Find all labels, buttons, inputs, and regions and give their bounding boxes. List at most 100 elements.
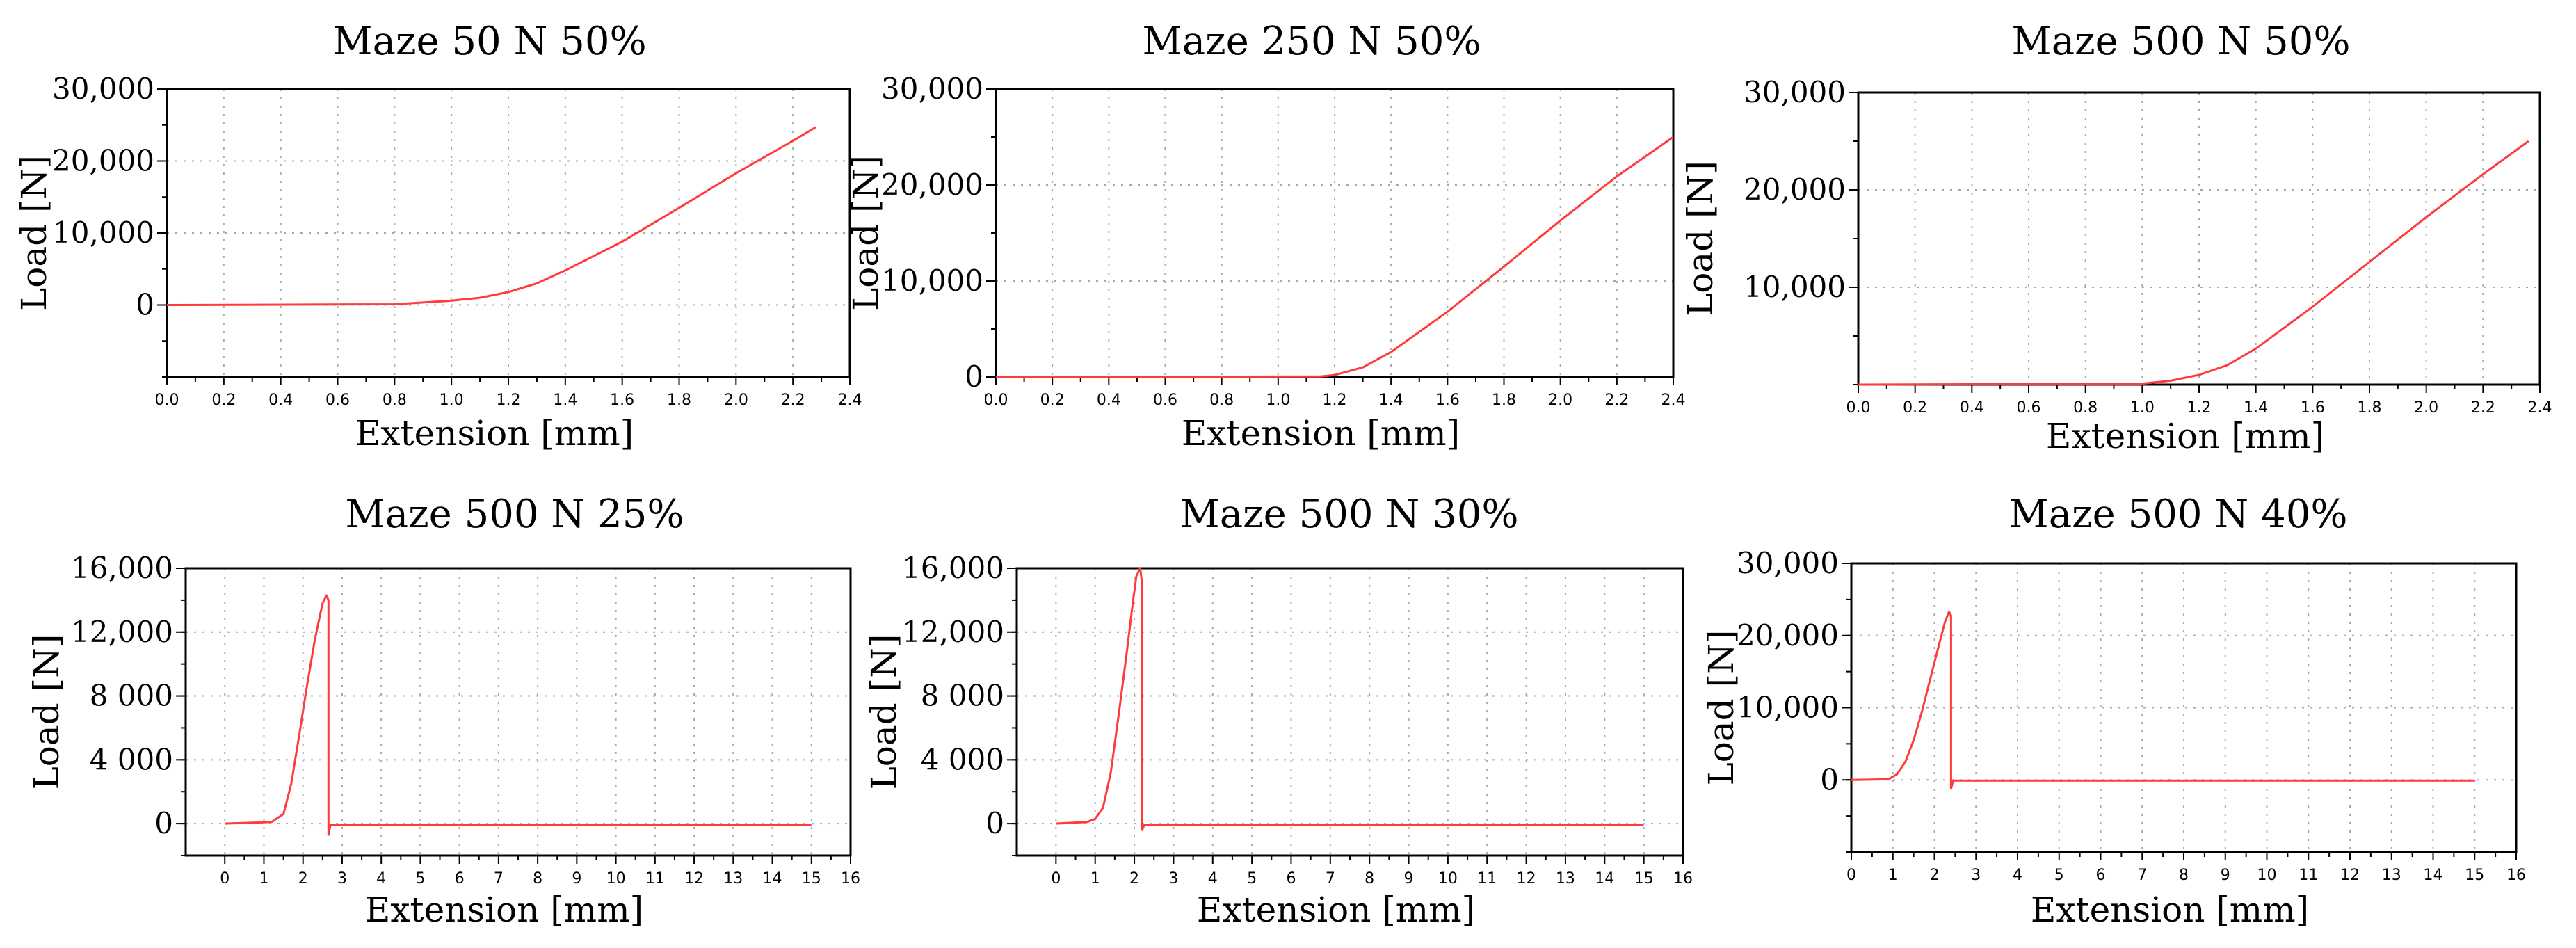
x-tick-label: 13 [1556, 870, 1575, 887]
x-tick-label: 2.2 [2471, 399, 2495, 417]
y-tick-label: 10,000 [52, 216, 154, 250]
y-tick-label: 30,000 [881, 72, 983, 106]
x-tick-label: 0.4 [1960, 399, 1984, 417]
x-tick-label: 5 [2054, 867, 2064, 884]
x-tick-label: 0.8 [2073, 399, 2098, 417]
x-tick-label: 5 [1247, 870, 1257, 887]
x-tick-label: 0 [220, 870, 230, 887]
y-tick-label: 10,000 [1737, 691, 1839, 725]
x-tick-label: 13 [2382, 867, 2401, 884]
y-tick-label: 4 000 [90, 742, 173, 776]
x-tick-label: 0.2 [211, 392, 236, 409]
x-tick-label: 0.2 [1040, 392, 1065, 409]
x-tick-label: 2.2 [1604, 392, 1629, 409]
y-axis-label: Load [N] [1701, 630, 1741, 786]
y-tick-label: 16,000 [71, 551, 173, 585]
x-tick-label: 1.6 [610, 392, 634, 409]
x-tick-label: 14 [763, 870, 782, 887]
chart-panel-2: Maze 250 N 50% 0.0 0.2 0.4 0.6 0.8 1.0 1.2 1.4 1.… [846, 19, 1686, 453]
x-tick-label: 12 [1517, 870, 1536, 887]
x-tick-label: 2.0 [1548, 392, 1572, 409]
x-tick-label: 1.0 [440, 392, 464, 409]
x-axis-label: Extension [mm] [355, 413, 634, 453]
x-tick-label: 0.0 [1846, 399, 1871, 417]
x-tick-label: 11 [1477, 870, 1497, 887]
x-tick-label: 2.4 [1661, 392, 1686, 409]
x-tick-label: 2 [1930, 867, 1940, 884]
x-tick-label: 6 [455, 870, 465, 887]
x-tick-label: 2.0 [2414, 399, 2438, 417]
x-tick-label: 11 [2299, 867, 2318, 884]
chart-panel-3: Maze 500 N 50% 0.0 0.2 0.4 0.6 0.8 1.0 1.2 1.4 1.… [1680, 19, 2552, 456]
series-line-1 [1056, 567, 1644, 831]
x-axis-label: Extension [mm] [1182, 413, 1460, 453]
y-tick-label: 20,000 [52, 144, 154, 178]
y-tick-label: 10,000 [1744, 270, 1846, 304]
x-tick-label: 0.2 [1903, 399, 1927, 417]
x-tick-label: 0.0 [984, 392, 1008, 409]
y-axis-label: Load [N] [1680, 161, 1721, 316]
y-axis-label: Load [N] [864, 634, 904, 790]
x-tick-label: 4 [1208, 870, 1218, 887]
x-tick-label: 15 [802, 870, 821, 887]
y-tick-label: 0 [154, 806, 173, 840]
y-tick-label: 20,000 [1744, 172, 1846, 207]
x-tick-label: 1.2 [1323, 392, 1347, 409]
chart-panel-1: Maze 50 N 50% 0.0 0.2 0.4 0.6 0.8 1.0 1.2 1.4 1.6… [14, 19, 862, 453]
y-tick-label: 20,000 [881, 168, 983, 202]
x-tick-label: 7 [494, 870, 504, 887]
x-tick-label: 0.6 [2017, 399, 2041, 417]
x-tick-label: 16 [841, 870, 860, 887]
x-tick-label: 0.4 [1097, 392, 1121, 409]
y-tick-label: 12,000 [71, 615, 173, 649]
x-tick-label: 9 [2221, 867, 2230, 884]
x-tick-label: 1 [259, 870, 268, 887]
x-tick-label: 7 [1326, 870, 1335, 887]
x-tick-label: 12 [2340, 867, 2360, 884]
x-tick-label: 0.4 [268, 392, 293, 409]
x-tick-label: 16 [2506, 867, 2526, 884]
x-tick-label: 15 [2465, 867, 2484, 884]
x-tick-label: 12 [684, 870, 704, 887]
x-tick-label: 3 [337, 870, 347, 887]
y-tick-label: 0 [136, 288, 154, 322]
x-tick-label: 1.2 [497, 392, 521, 409]
y-tick-label: 0 [985, 806, 1004, 840]
chart-panel-6: Maze 500 N 40%0 1 2 3 4 5 6 7 8 9 10 11 12 13 14 15 1601… [1701, 492, 2526, 930]
series-line-1 [225, 594, 812, 836]
x-tick-label: 0 [1051, 870, 1061, 887]
x-tick-label: 6 [2096, 867, 2106, 884]
x-tick-label: 0.6 [1153, 392, 1177, 409]
x-tick-label: 2.0 [724, 392, 748, 409]
x-tick-label: 8 [2179, 867, 2189, 884]
y-tick-label: 30,000 [1737, 546, 1839, 580]
x-axis-label: Extension [mm] [365, 890, 643, 930]
x-tick-label: 10 [1438, 870, 1458, 887]
x-tick-label: 4 [376, 870, 386, 887]
x-axis-label: Extension [mm] [2046, 416, 2324, 456]
chart-title: Maze 500 N 30% [1180, 492, 1518, 537]
chart-title: Maze 500 N 50% [2011, 19, 2350, 64]
y-tick-label: 30,000 [52, 72, 154, 106]
x-tick-label: 2.4 [2528, 399, 2552, 417]
y-tick-label: 8 000 [90, 679, 173, 713]
x-tick-label: 2.2 [781, 392, 805, 409]
plot-frame [184, 567, 852, 857]
x-tick-label: 10 [2257, 867, 2277, 884]
x-tick-label: 2 [1129, 870, 1139, 887]
x-tick-label: 5 [415, 870, 425, 887]
x-tick-label: 8 [1365, 870, 1374, 887]
x-tick-label: 1.0 [2130, 399, 2155, 417]
y-tick-label: 16,000 [902, 551, 1004, 585]
y-axis-label: Load [N] [846, 155, 886, 311]
series-line-1 [1858, 140, 2529, 386]
x-tick-label: 15 [1634, 870, 1654, 887]
x-tick-label: 3 [1168, 870, 1178, 887]
x-tick-label: 2 [298, 870, 308, 887]
x-tick-label: 1.2 [2187, 399, 2212, 417]
chart-panel-4: Maze 500 N 25%0 1 2 3 4 5 6 7 8 9 10 11 12 13 14 15 1604… [26, 492, 860, 930]
x-tick-label: 1.6 [1435, 392, 1460, 409]
chart-title: Maze 50 N 50% [332, 19, 647, 64]
x-axis-label: Extension [mm] [1197, 890, 1475, 930]
